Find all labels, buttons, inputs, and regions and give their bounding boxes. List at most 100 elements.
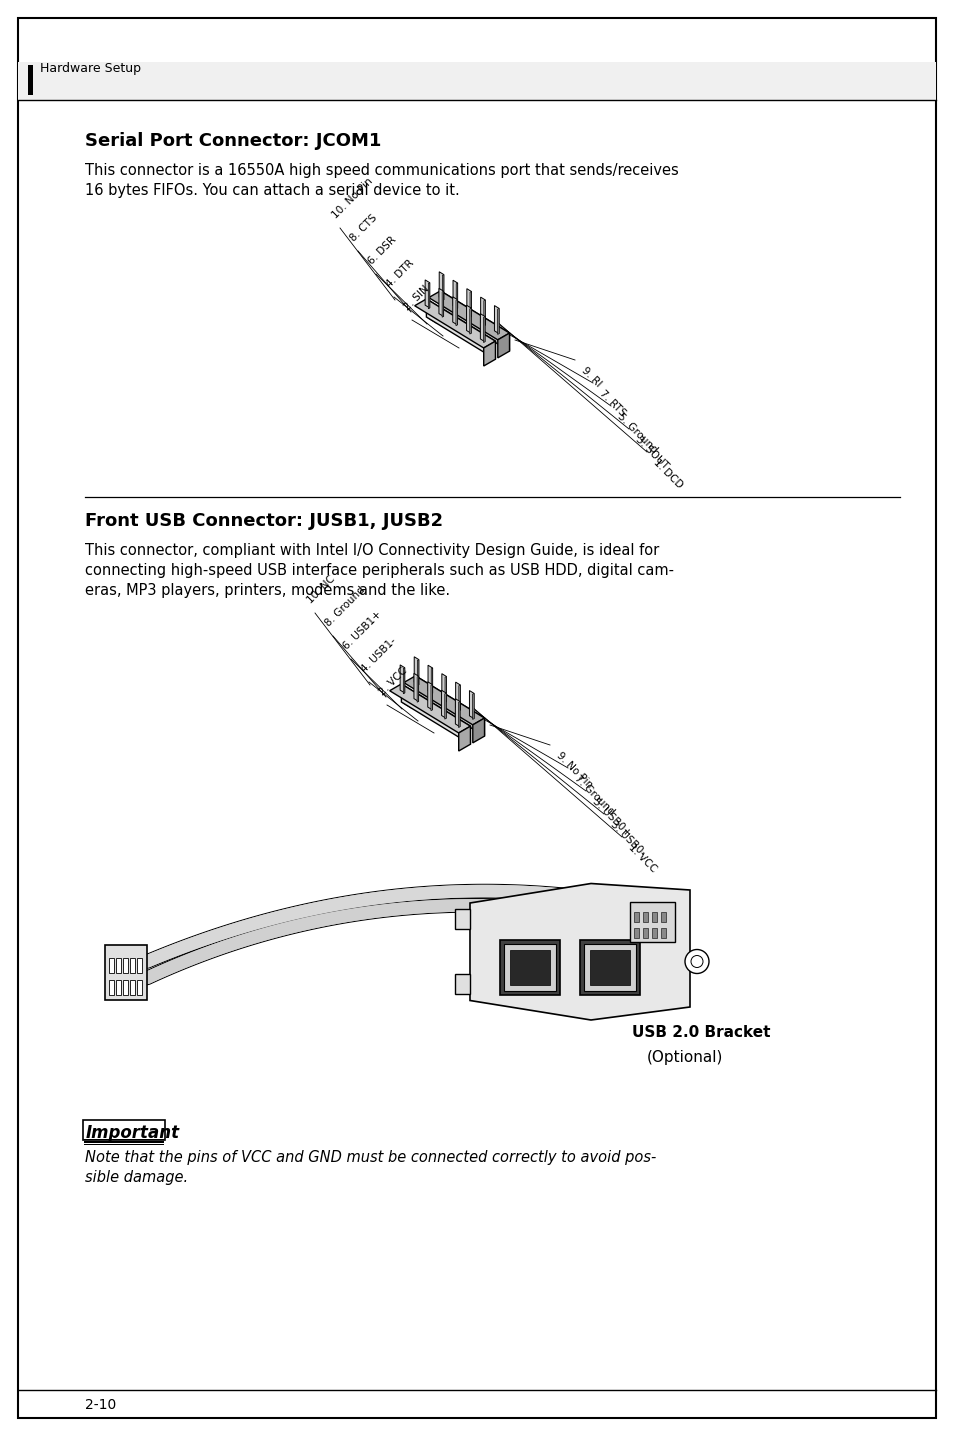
Polygon shape <box>441 673 446 702</box>
Polygon shape <box>458 702 459 727</box>
Polygon shape <box>472 693 474 719</box>
Polygon shape <box>399 664 404 693</box>
Text: 5. USB0+: 5. USB0+ <box>590 796 633 838</box>
Text: 8. Ground: 8. Ground <box>323 584 366 629</box>
Polygon shape <box>483 299 485 326</box>
Bar <box>28 64 33 95</box>
Text: USB 2.0 Bracket: USB 2.0 Bracket <box>631 1025 770 1040</box>
Polygon shape <box>414 673 418 702</box>
Circle shape <box>684 949 708 974</box>
Bar <box>109 979 113 995</box>
Polygon shape <box>444 676 446 703</box>
Polygon shape <box>483 316 484 342</box>
Bar <box>18 62 935 100</box>
Polygon shape <box>401 684 470 745</box>
Text: Serial Port Connector: JCOM1: Serial Port Connector: JCOM1 <box>85 132 381 150</box>
Text: Front USB Connector: JUSB1, JUSB2: Front USB Connector: JUSB1, JUSB2 <box>85 513 442 530</box>
Polygon shape <box>466 289 471 316</box>
Polygon shape <box>403 676 484 725</box>
Text: 2-10: 2-10 <box>85 1398 116 1412</box>
Text: This connector, compliant with Intel I/O Connectivity Design Guide, is ideal for: This connector, compliant with Intel I/O… <box>85 543 659 558</box>
Polygon shape <box>417 660 418 686</box>
Bar <box>137 958 142 972</box>
Text: 3. SOUT: 3. SOUT <box>634 434 670 471</box>
Polygon shape <box>480 296 485 325</box>
Polygon shape <box>426 299 495 359</box>
Polygon shape <box>441 690 446 719</box>
Bar <box>137 979 142 995</box>
Polygon shape <box>389 684 470 733</box>
Polygon shape <box>428 666 432 693</box>
Text: Note that the pins of VCC and GND must be connected correctly to avoid pos-: Note that the pins of VCC and GND must b… <box>85 1150 656 1166</box>
Polygon shape <box>441 309 453 315</box>
Text: 1. VCC: 1. VCC <box>626 842 659 874</box>
Polygon shape <box>497 308 498 335</box>
Text: connecting high-speed USB interface peripherals such as USB HDD, digital cam-: connecting high-speed USB interface peri… <box>85 563 673 579</box>
Text: Hardware Setup: Hardware Setup <box>40 62 141 74</box>
Polygon shape <box>453 296 456 325</box>
Bar <box>503 944 556 991</box>
Bar <box>651 928 657 938</box>
Bar <box>579 939 639 995</box>
Bar <box>130 979 135 995</box>
Polygon shape <box>427 682 432 710</box>
Bar <box>130 958 135 972</box>
Text: 7. Ground: 7. Ground <box>573 773 616 816</box>
Polygon shape <box>480 314 484 342</box>
Bar <box>503 944 556 991</box>
Polygon shape <box>416 676 418 702</box>
Bar <box>499 939 559 995</box>
Polygon shape <box>428 282 429 309</box>
Text: 10. No Pin: 10. No Pin <box>330 176 374 221</box>
Polygon shape <box>438 272 443 299</box>
Polygon shape <box>442 275 443 301</box>
Polygon shape <box>458 684 459 712</box>
Polygon shape <box>473 717 484 743</box>
Text: 9. RI: 9. RI <box>579 365 603 388</box>
Polygon shape <box>444 693 446 719</box>
Polygon shape <box>428 291 509 339</box>
Polygon shape <box>403 667 404 693</box>
Polygon shape <box>402 702 414 709</box>
Polygon shape <box>455 909 470 929</box>
Circle shape <box>690 955 702 968</box>
Polygon shape <box>431 684 432 710</box>
Text: 9. No Pin: 9. No Pin <box>555 750 594 790</box>
Polygon shape <box>428 316 438 324</box>
Polygon shape <box>425 279 429 308</box>
Polygon shape <box>469 690 474 719</box>
Bar <box>116 958 121 972</box>
Bar <box>84 1138 164 1140</box>
Bar <box>642 928 647 938</box>
Bar <box>583 944 636 991</box>
Polygon shape <box>431 667 432 695</box>
Bar <box>109 958 113 972</box>
Polygon shape <box>416 676 484 736</box>
Bar <box>84 1140 164 1141</box>
Text: 5. Ground: 5. Ground <box>616 411 659 455</box>
Bar <box>589 949 629 985</box>
Polygon shape <box>416 693 428 700</box>
Bar <box>116 979 121 995</box>
Text: This connector is a 16550A high speed communications port that sends/receives: This connector is a 16550A high speed co… <box>85 163 678 178</box>
Polygon shape <box>441 291 443 318</box>
Text: 8. CTS: 8. CTS <box>348 212 378 243</box>
Polygon shape <box>497 334 509 358</box>
Bar <box>83 1120 165 1140</box>
Bar <box>105 945 147 1000</box>
Polygon shape <box>459 736 470 743</box>
Text: 3. USB0-: 3. USB0- <box>608 819 647 858</box>
Text: 10. NC: 10. NC <box>305 573 336 604</box>
Bar <box>634 912 639 922</box>
Polygon shape <box>498 344 509 351</box>
Polygon shape <box>440 291 509 351</box>
Polygon shape <box>483 341 495 367</box>
Polygon shape <box>494 305 498 334</box>
Text: Important: Important <box>86 1124 180 1141</box>
Bar <box>642 912 647 922</box>
Polygon shape <box>456 682 459 710</box>
Polygon shape <box>453 281 457 308</box>
Polygon shape <box>415 299 495 348</box>
Bar <box>660 928 665 938</box>
Bar <box>583 944 636 991</box>
